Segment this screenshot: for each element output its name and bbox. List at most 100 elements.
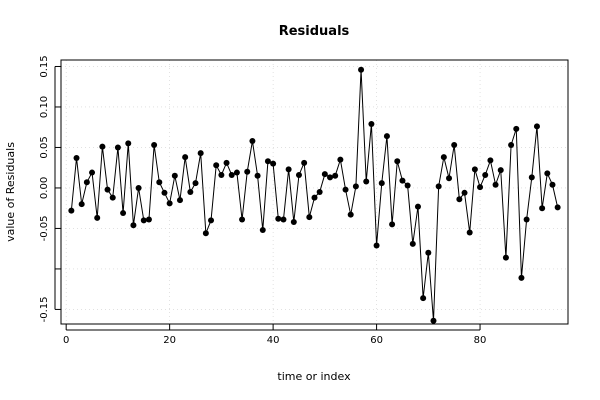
y-tick-label: 0.15: [39, 55, 50, 77]
data-point: [554, 204, 561, 211]
data-point: [373, 242, 380, 249]
data-point: [135, 184, 142, 191]
data-point: [513, 125, 520, 132]
data-point: [301, 159, 308, 166]
data-point: [244, 168, 251, 175]
data-point: [140, 217, 147, 224]
x-axis-label: time or index: [277, 370, 351, 383]
data-point: [125, 140, 132, 147]
data-point: [383, 133, 390, 140]
data-point: [171, 172, 178, 179]
data-point: [389, 221, 396, 228]
data-point: [275, 215, 282, 222]
data-point: [394, 158, 401, 165]
data-point: [99, 143, 106, 150]
data-point: [197, 150, 204, 157]
x-tick-label: 60: [370, 335, 383, 346]
data-point: [446, 175, 453, 182]
plot-frame: [60, 59, 569, 325]
y-axis-label: value of Residuals: [4, 142, 17, 242]
data-point: [451, 142, 458, 149]
data-point: [311, 194, 318, 201]
data-point: [213, 162, 220, 169]
data-point: [295, 171, 302, 178]
data-point: [249, 137, 256, 144]
x-tick-label: 80: [474, 335, 487, 346]
y-axis: -0.15 -0.05 0.00 0.05 0.10 0.15: [39, 55, 61, 322]
data-point: [425, 249, 432, 256]
y-tick-label: 0.10: [39, 96, 50, 118]
data-point: [342, 186, 349, 193]
chart-title: Residuals: [279, 24, 350, 39]
data-point: [321, 171, 328, 178]
data-point: [233, 169, 240, 176]
data-point: [420, 295, 427, 302]
y-tick-label: -0.15: [39, 296, 50, 322]
data-point: [533, 123, 540, 130]
data-point: [223, 159, 230, 166]
grid: [61, 60, 568, 324]
data-point: [430, 317, 437, 324]
data-point: [104, 186, 111, 193]
residuals-points: [68, 66, 561, 324]
x-tick-label: 0: [63, 335, 69, 346]
data-point: [73, 154, 80, 161]
data-point: [290, 218, 297, 225]
data-point: [151, 142, 158, 149]
data-point: [202, 230, 209, 237]
data-point: [414, 203, 421, 210]
data-point: [114, 144, 121, 151]
data-point: [166, 200, 173, 207]
data-point: [471, 166, 478, 173]
data-point: [306, 214, 313, 221]
data-point: [228, 171, 235, 178]
y-tick-label: -0.05: [39, 216, 50, 242]
data-point: [528, 174, 535, 181]
data-point: [218, 171, 225, 178]
data-point: [156, 179, 163, 186]
data-point: [399, 177, 406, 184]
data-point: [145, 216, 152, 223]
data-point: [239, 216, 246, 223]
data-point: [208, 217, 215, 224]
data-point: [378, 180, 385, 187]
data-point: [477, 184, 484, 191]
data-point: [182, 154, 189, 161]
data-point: [404, 182, 411, 189]
data-point: [187, 189, 194, 195]
data-point: [176, 197, 183, 204]
y-tick-label: 0.05: [39, 136, 50, 158]
data-point: [83, 179, 90, 186]
data-point: [270, 160, 277, 167]
data-point: [409, 240, 416, 247]
data-point: [78, 201, 85, 208]
data-point: [347, 211, 354, 218]
data-point: [327, 174, 334, 181]
data-point: [363, 178, 370, 185]
data-point: [94, 214, 101, 221]
y-tick-label: 0.00: [39, 177, 50, 199]
data-point: [285, 166, 292, 173]
data-point: [502, 254, 509, 261]
data-point: [280, 216, 287, 223]
data-point: [264, 158, 271, 165]
data-point: [435, 183, 442, 190]
data-point: [549, 181, 556, 188]
data-point: [508, 142, 515, 149]
data-point: [68, 207, 75, 214]
data-point: [109, 194, 116, 201]
data-point: [487, 157, 494, 164]
x-tick-label: 40: [267, 335, 280, 346]
data-point: [368, 120, 375, 127]
data-point: [466, 229, 473, 236]
data-point: [89, 169, 96, 176]
data-point: [358, 66, 365, 73]
data-point: [544, 170, 551, 177]
data-point: [539, 205, 546, 212]
data-point: [120, 210, 127, 217]
data-point: [518, 274, 525, 281]
data-point: [352, 183, 359, 190]
data-point: [440, 154, 447, 161]
data-point: [492, 181, 499, 188]
